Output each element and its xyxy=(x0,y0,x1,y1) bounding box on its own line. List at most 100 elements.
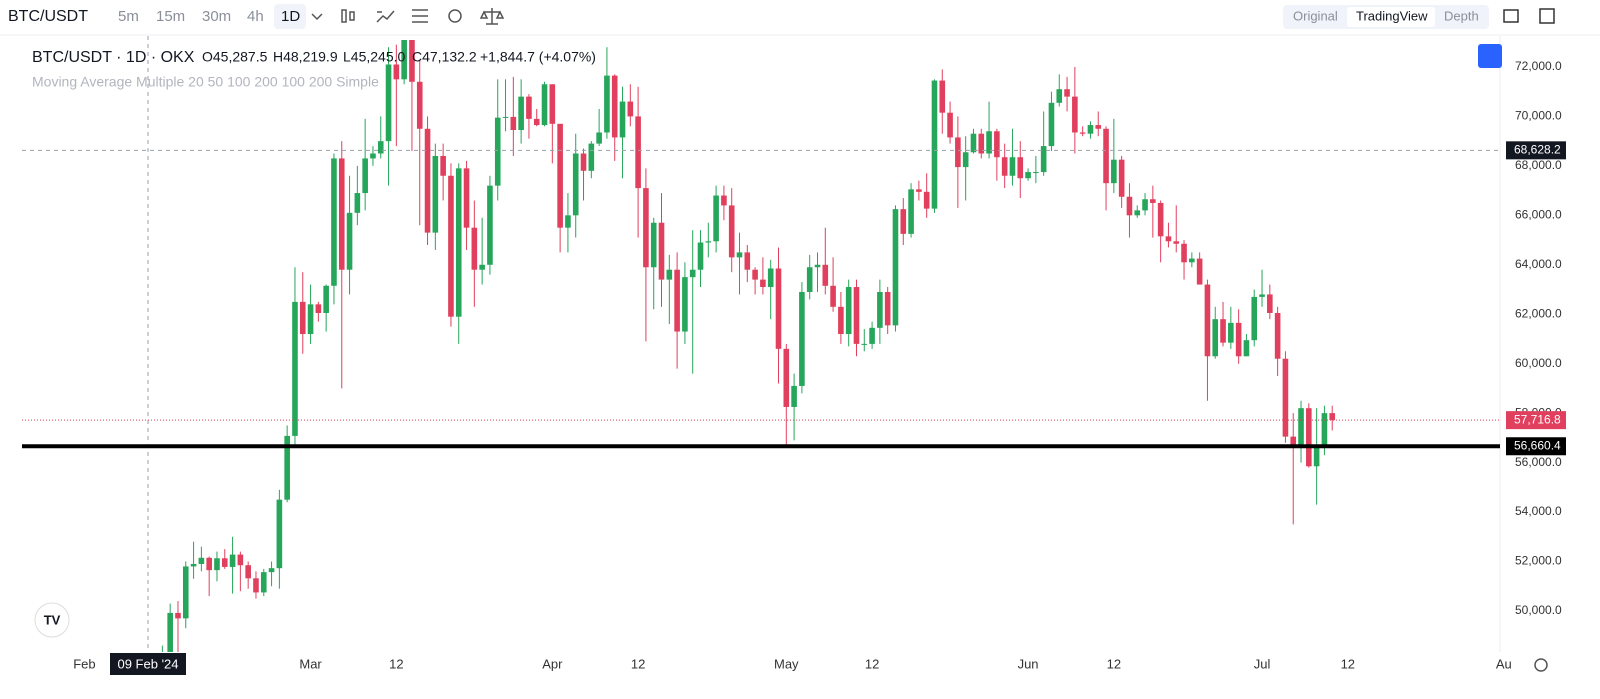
candle-body xyxy=(1274,312,1281,359)
candle-body xyxy=(775,268,782,349)
candle-body xyxy=(783,348,790,407)
x-tick-label: Mar xyxy=(299,656,322,671)
candle-body xyxy=(822,264,829,286)
candle-body xyxy=(799,291,805,386)
candle-body xyxy=(471,227,478,270)
fullscreen-icon[interactable] xyxy=(1539,8,1555,24)
candle-body xyxy=(1298,408,1304,447)
candle-body xyxy=(1243,340,1250,357)
overlay: BTC/USDT · 1D · OKX O45,287.5 H48,219.9 … xyxy=(22,44,1566,675)
candle-body xyxy=(838,306,844,335)
candle-body xyxy=(362,158,368,194)
candle-body xyxy=(1290,436,1297,447)
x-tick-label: 12 xyxy=(389,656,403,671)
candle-body xyxy=(643,188,649,268)
candle-body xyxy=(1220,319,1226,343)
candle-body xyxy=(494,117,501,186)
y-tick-label: 52,000.0 xyxy=(1515,554,1562,568)
view-option[interactable]: Depth xyxy=(1444,8,1479,23)
scale-button[interactable] xyxy=(1478,44,1502,68)
candle-body xyxy=(167,612,173,652)
toolbar-icons[interactable] xyxy=(341,8,505,25)
candle-body xyxy=(526,96,532,119)
candle-body xyxy=(206,557,212,571)
x-tick-label: Feb xyxy=(73,656,95,671)
candle-body xyxy=(175,612,181,619)
candle-body xyxy=(510,116,517,131)
logo xyxy=(34,602,70,638)
candle-body xyxy=(1142,199,1148,211)
candle-body xyxy=(1126,196,1133,216)
candle-body xyxy=(432,155,439,233)
candle-body xyxy=(409,40,415,82)
x-tick-label: Jul xyxy=(1254,656,1271,671)
candle-body xyxy=(440,155,446,176)
x-tick-label: 12 xyxy=(865,656,879,671)
candle-body xyxy=(1212,319,1219,357)
candle-body xyxy=(549,84,556,124)
candle-body xyxy=(994,131,1000,158)
candle-body xyxy=(1181,243,1187,263)
candle-body xyxy=(588,143,595,171)
y-tick-label: 70,000.0 xyxy=(1515,109,1562,123)
candle-body xyxy=(323,285,329,313)
candle-body xyxy=(377,141,384,154)
price-label: 56,660.4 xyxy=(1514,438,1561,452)
candle-body xyxy=(401,40,407,80)
candle-body xyxy=(221,558,228,567)
candle-body xyxy=(1282,358,1289,437)
candle-body xyxy=(1150,199,1156,203)
y-tick-label: 72,000.0 xyxy=(1515,59,1562,73)
ohlc-high: H48,219.9 xyxy=(273,49,338,65)
candle-body xyxy=(955,137,961,168)
candle-body xyxy=(1173,241,1180,244)
view-option[interactable]: TradingView xyxy=(1356,8,1428,23)
candle-body xyxy=(1048,102,1055,147)
candle-body xyxy=(1259,294,1265,297)
window-icon[interactable] xyxy=(1503,9,1519,23)
candle-body xyxy=(1196,258,1203,285)
y-tick-label: 68,000.0 xyxy=(1515,158,1562,172)
dropdown-icon[interactable] xyxy=(311,13,323,21)
candle-body xyxy=(877,291,883,328)
candle-body xyxy=(767,268,774,288)
candle-body xyxy=(237,554,244,566)
candle-body xyxy=(1087,125,1094,134)
interval[interactable]: 30m xyxy=(202,8,231,25)
settings-icon[interactable] xyxy=(1534,658,1548,672)
candle-body xyxy=(845,287,852,335)
y-tick-label: 54,000.0 xyxy=(1515,504,1562,518)
symbol[interactable]: BTC/USDT xyxy=(8,8,88,25)
candle-body xyxy=(455,168,462,317)
candle-body xyxy=(744,252,751,270)
candle-body xyxy=(580,153,587,171)
candle-body xyxy=(1064,89,1070,97)
candle-body xyxy=(448,175,454,317)
candle-body xyxy=(198,557,205,564)
candle-body xyxy=(1228,322,1234,343)
candle-body xyxy=(1040,146,1047,173)
candle-body xyxy=(1267,294,1273,313)
candle-body xyxy=(1313,445,1320,467)
candle-body xyxy=(1235,322,1242,357)
interval[interactable]: 15m xyxy=(156,8,185,25)
candle-body xyxy=(338,158,345,270)
interval[interactable]: 4h xyxy=(247,8,264,25)
interval[interactable]: 5m xyxy=(118,8,139,25)
view-option[interactable]: Original xyxy=(1293,8,1338,23)
ohlc-low: L45,245.0 xyxy=(343,49,405,65)
ohlc-change: +1,844.7 (+4.07%) xyxy=(480,49,596,65)
candle-body xyxy=(697,242,704,270)
candle-body xyxy=(752,269,758,280)
interval[interactable]: 1D xyxy=(281,8,300,25)
price-label: 57,716.8 xyxy=(1514,412,1561,426)
candle-body xyxy=(1103,128,1109,184)
candle-body xyxy=(1079,132,1086,134)
candle-body xyxy=(229,554,236,567)
y-tick-label: 66,000.0 xyxy=(1515,207,1562,221)
price-label-bg xyxy=(1506,437,1566,456)
candle-body xyxy=(962,152,969,168)
candle-body xyxy=(970,133,977,153)
candle-body xyxy=(370,153,376,159)
candle-body xyxy=(978,133,985,154)
